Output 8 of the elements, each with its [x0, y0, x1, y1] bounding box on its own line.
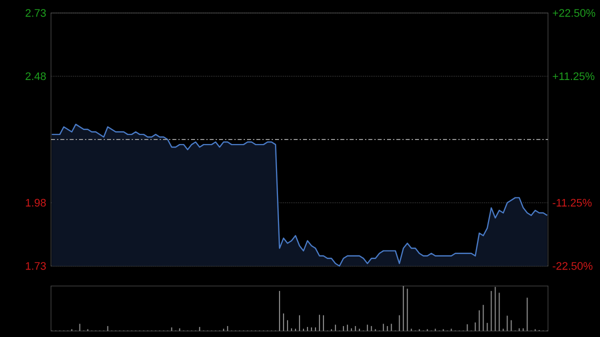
y-tick-label: 2.48	[26, 72, 46, 80]
y2-tick-label: +22.50%	[552, 9, 596, 17]
y2-tick-label: -11.25%	[552, 198, 592, 207]
y2-tick-label: +11.25%	[552, 72, 594, 80]
y-tick-label: 1.73	[26, 262, 46, 270]
y-tick-label: 1.98	[26, 198, 46, 207]
y-tick-label: 2.73	[26, 9, 46, 17]
y2-tick-label: -22.50%	[552, 262, 592, 270]
